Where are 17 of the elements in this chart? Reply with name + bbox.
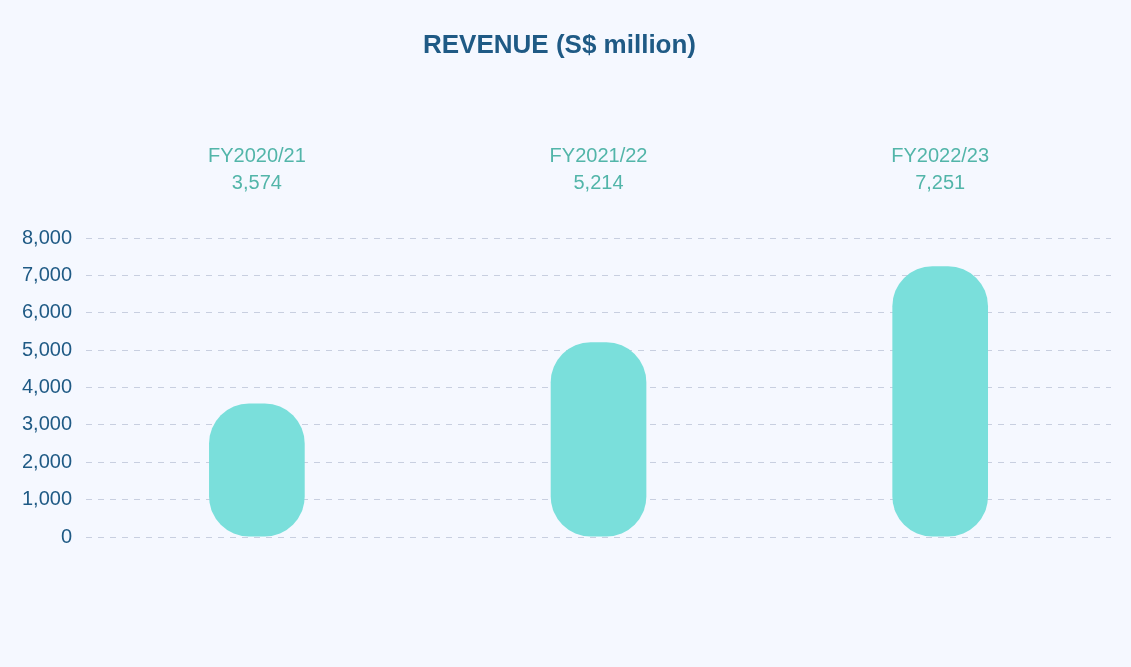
bar bbox=[892, 266, 989, 537]
data-label: 7,251 bbox=[915, 170, 966, 193]
y-tick-label: 6,000 bbox=[21, 300, 73, 323]
x-tick-label: FY2022/23 bbox=[891, 143, 990, 166]
x-tick-label: FY2020/21 bbox=[207, 143, 306, 166]
chart-title: REVENUE (S$ million) bbox=[422, 28, 697, 59]
y-tick-label: 2,000 bbox=[21, 449, 73, 472]
data-label: 5,214 bbox=[573, 170, 624, 193]
y-tick-label: 5,000 bbox=[21, 337, 73, 360]
y-tick-label: 0 bbox=[60, 524, 73, 547]
data-label: 3,574 bbox=[231, 170, 282, 193]
y-tick-label: 4,000 bbox=[21, 375, 73, 398]
y-tick-label: 8,000 bbox=[21, 225, 73, 248]
x-tick-label: FY2021/22 bbox=[549, 143, 648, 166]
y-tick-label: 3,000 bbox=[21, 412, 73, 435]
y-tick-label: 7,000 bbox=[21, 263, 73, 286]
y-tick-label: 1,000 bbox=[21, 487, 73, 510]
